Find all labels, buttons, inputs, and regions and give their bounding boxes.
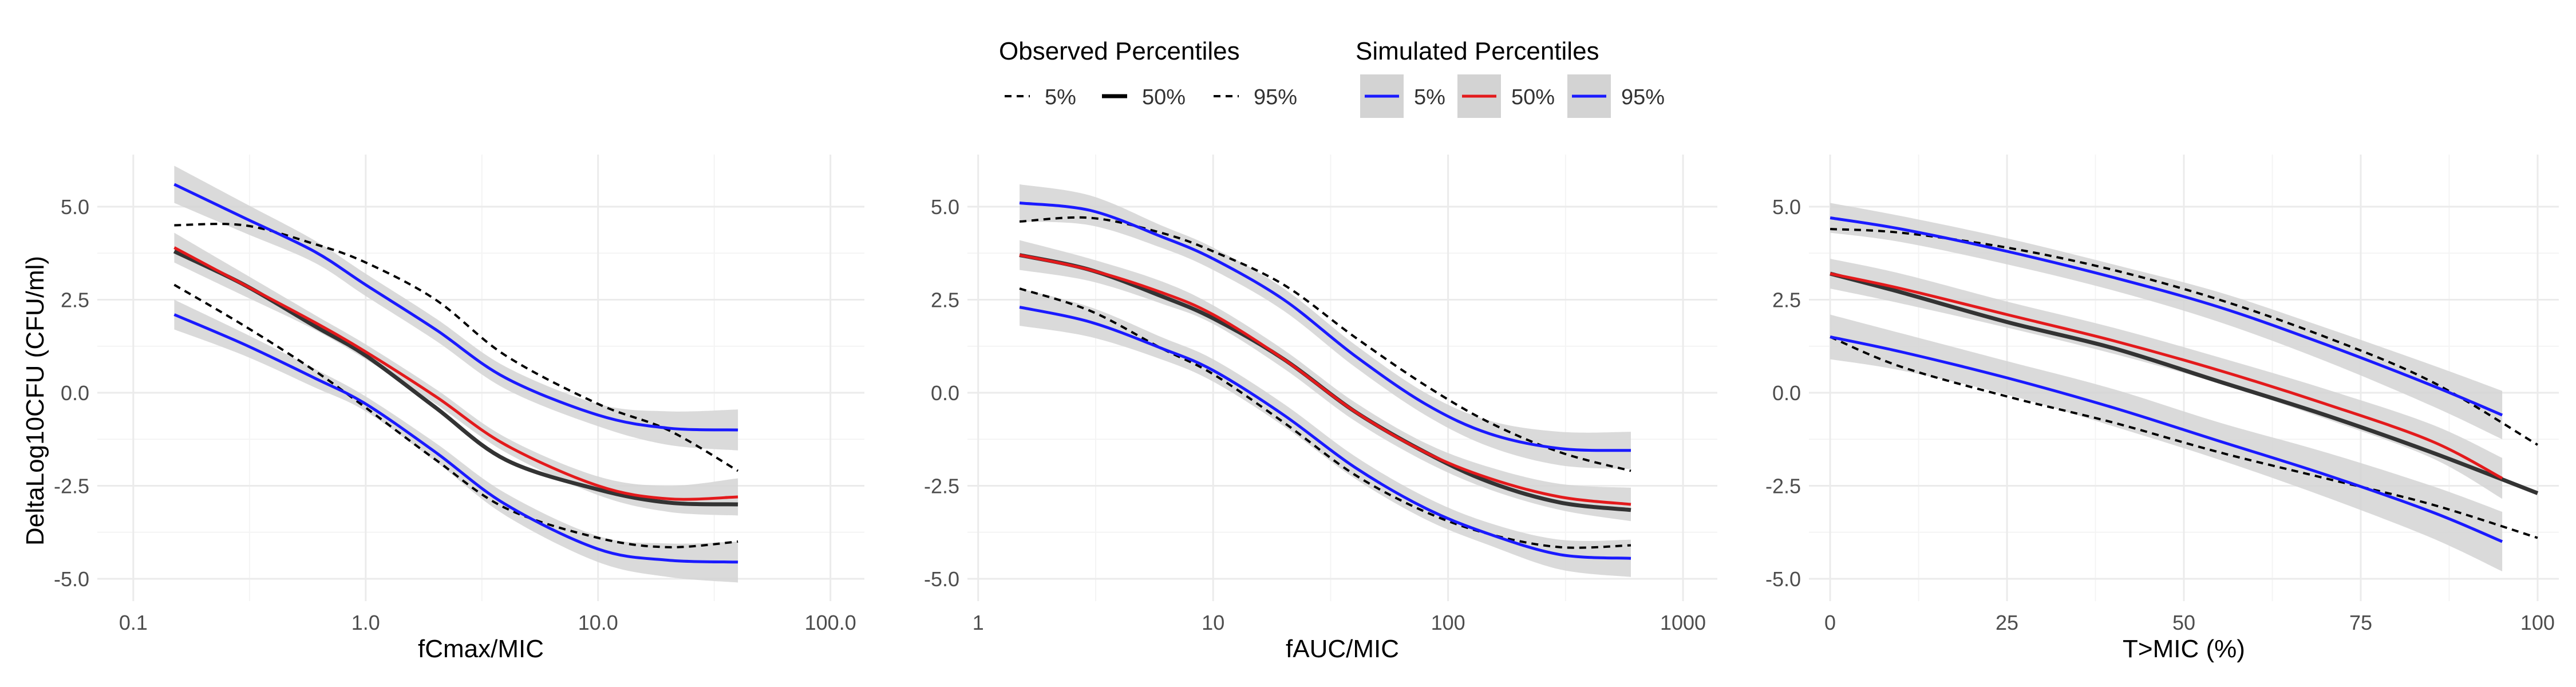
x-tick-label: 100.0 bbox=[805, 611, 856, 634]
legend-title-observed: Observed Percentiles bbox=[999, 37, 1240, 65]
y-tick-label: 0.0 bbox=[1772, 381, 1801, 405]
x-tick-label: 50 bbox=[2172, 611, 2195, 634]
legend-observed-key-label: 5% bbox=[1045, 85, 1076, 109]
y-tick-label: 0.0 bbox=[61, 381, 89, 405]
y-tick-label: 5.0 bbox=[931, 195, 959, 219]
x-tick-label: 1 bbox=[973, 611, 984, 634]
y-tick-label: -2.5 bbox=[924, 475, 959, 498]
x-tick-label: 1.0 bbox=[351, 611, 380, 634]
y-tick-label: -5.0 bbox=[924, 567, 959, 591]
y-tick-label: -5.0 bbox=[1765, 567, 1801, 591]
y-tick-label: 2.5 bbox=[1772, 289, 1801, 312]
x-tick-label: 10.0 bbox=[578, 611, 618, 634]
legend-simulated-key-label: 5% bbox=[1414, 85, 1445, 109]
y-axis-label: DeltaLog10CFU (CFU/ml) bbox=[21, 256, 49, 546]
legend-observed-keys: 5% 50% 95% bbox=[1005, 85, 1297, 109]
y-tick-label: 5.0 bbox=[1772, 195, 1801, 219]
x-tick-label: 100 bbox=[2520, 611, 2555, 634]
legend-simulated-key-label: 95% bbox=[1621, 85, 1665, 109]
legend-observed-key-label: 95% bbox=[1254, 85, 1297, 109]
legend-title-simulated: Simulated Percentiles bbox=[1356, 37, 1599, 65]
x-tick-label: 0 bbox=[1824, 611, 1836, 634]
x-axis-label: T>MIC (%) bbox=[2123, 635, 2245, 663]
x-tick-label: 75 bbox=[2349, 611, 2372, 634]
x-tick-label: 0.1 bbox=[119, 611, 148, 634]
y-tick-label: 0.0 bbox=[931, 381, 959, 405]
x-tick-label: 25 bbox=[1996, 611, 2018, 634]
y-tick-label: -2.5 bbox=[54, 475, 89, 498]
y-tick-label: -2.5 bbox=[1765, 475, 1801, 498]
x-tick-label: 1000 bbox=[1660, 611, 1706, 634]
legend-simulated-key-label: 50% bbox=[1511, 85, 1555, 109]
x-axis-label: fAUC/MIC bbox=[1286, 635, 1399, 663]
x-axis-label: fCmax/MIC bbox=[418, 635, 544, 663]
y-tick-label: -5.0 bbox=[54, 567, 89, 591]
y-tick-label: 2.5 bbox=[931, 289, 959, 312]
x-tick-label: 100 bbox=[1431, 611, 1465, 634]
legend-observed-key-label: 50% bbox=[1142, 85, 1186, 109]
x-tick-label: 10 bbox=[1202, 611, 1224, 634]
y-tick-label: 5.0 bbox=[61, 195, 89, 219]
y-tick-label: 2.5 bbox=[61, 289, 89, 312]
